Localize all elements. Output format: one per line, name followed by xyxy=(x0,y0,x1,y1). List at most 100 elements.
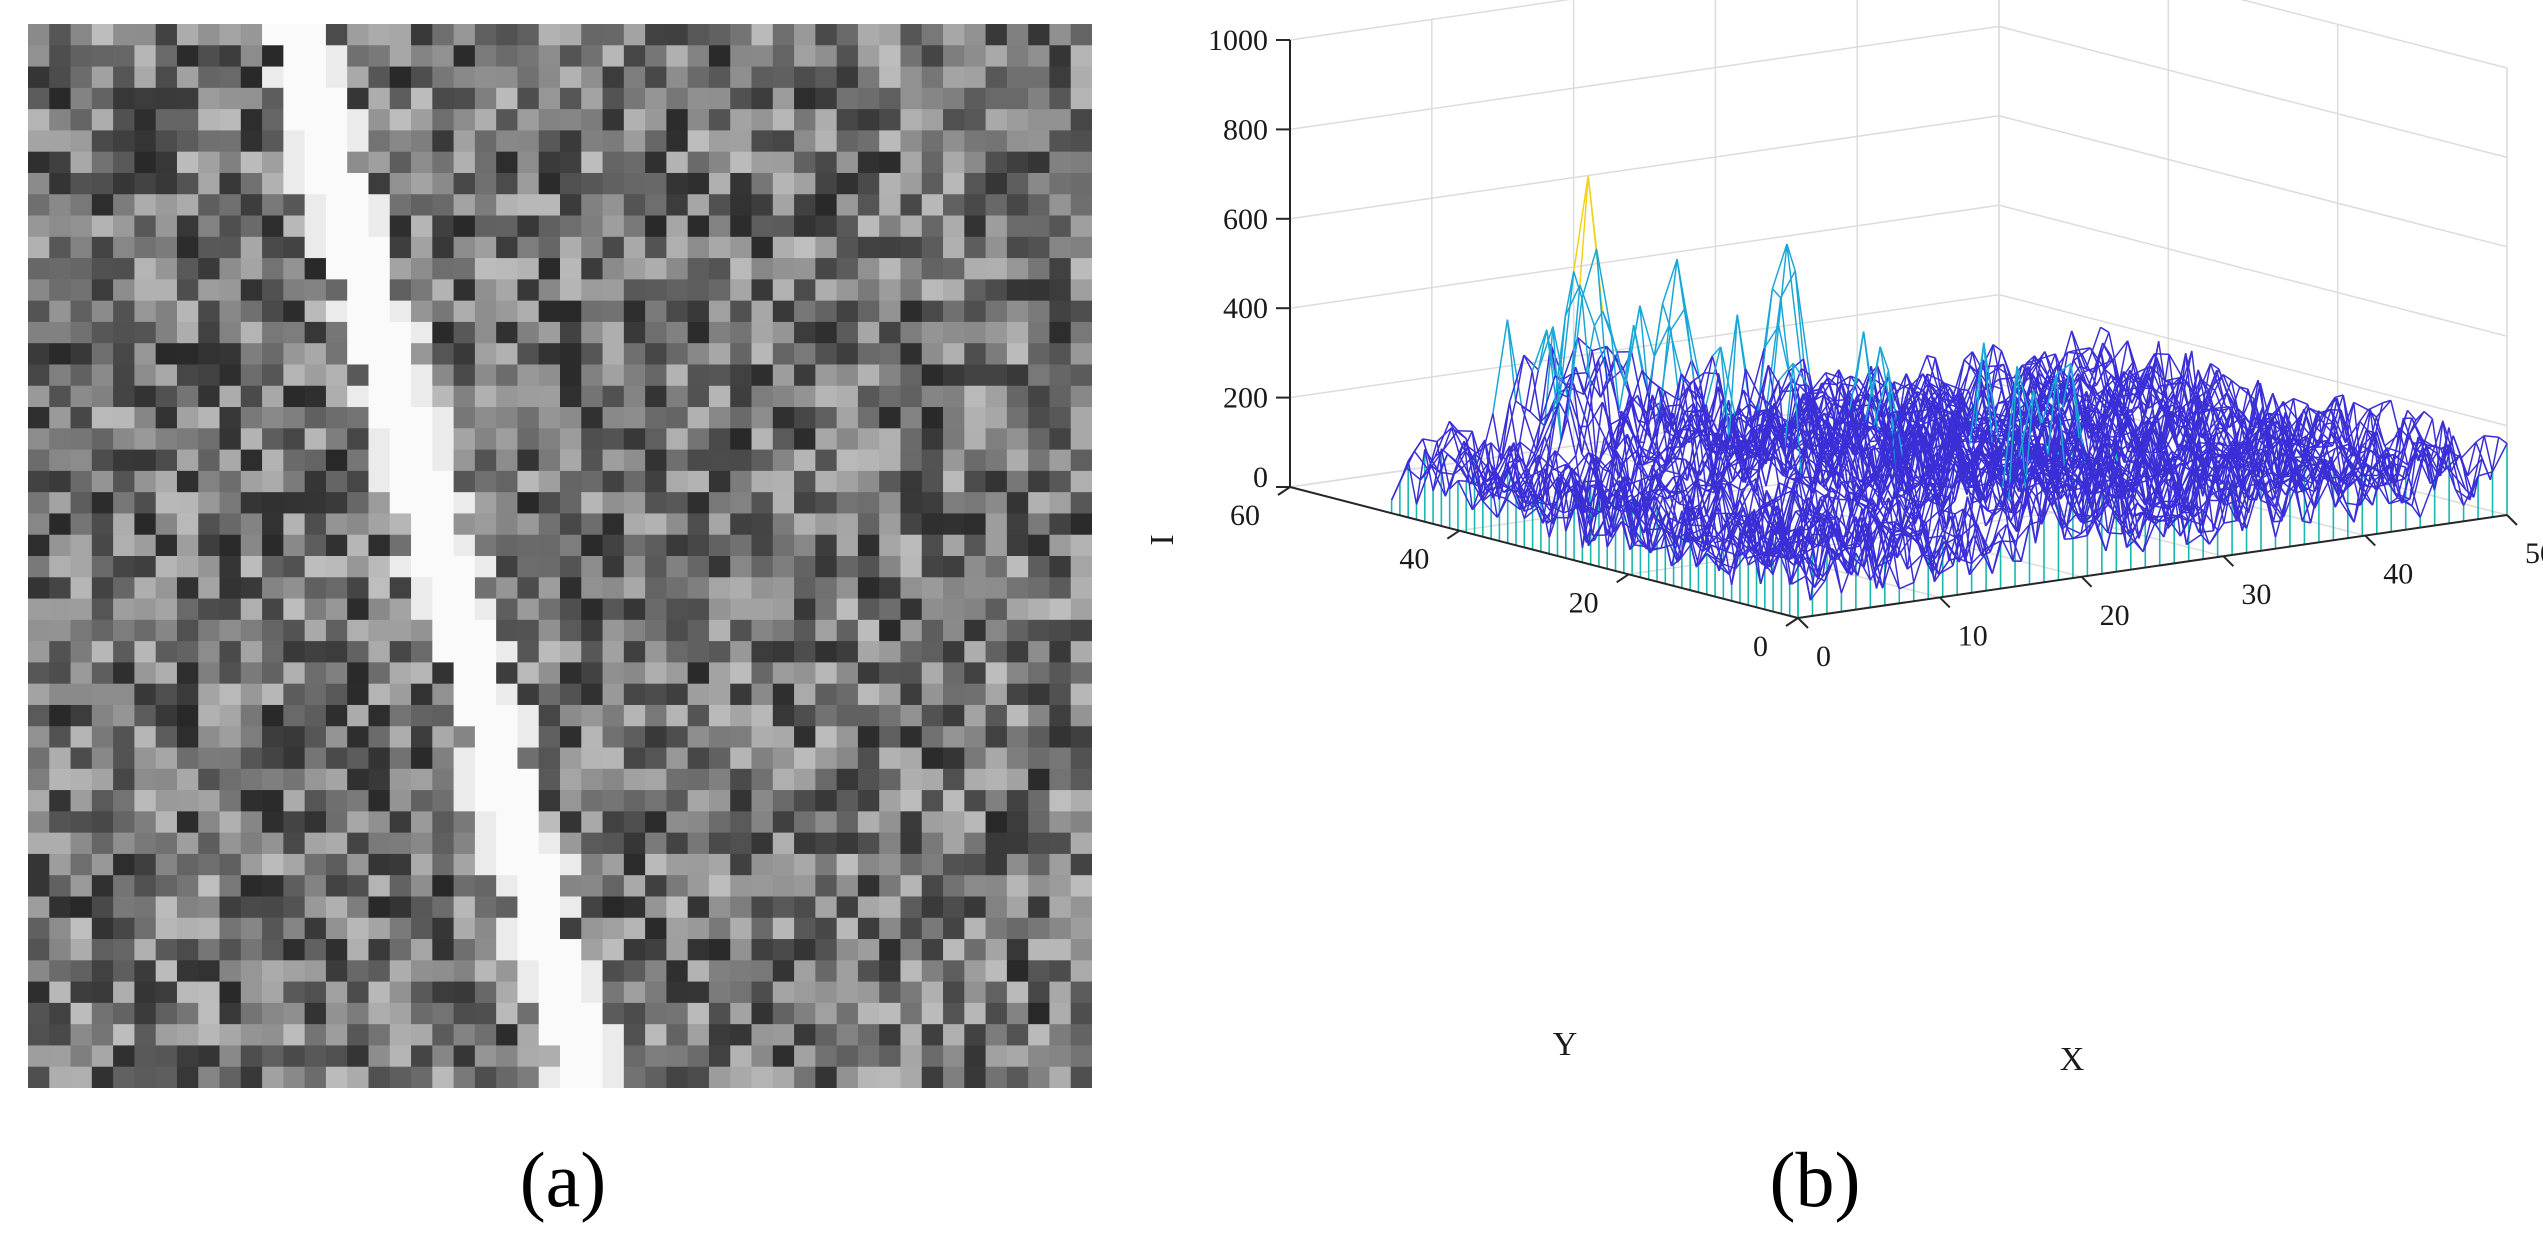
heatmap-cell xyxy=(687,534,710,557)
heatmap-cell xyxy=(219,875,242,898)
mesh-line xyxy=(2164,376,2180,382)
mesh-line xyxy=(2150,392,2166,409)
heatmap-cell xyxy=(411,24,433,46)
mesh-line xyxy=(1765,297,1782,411)
heatmap-cell xyxy=(666,130,689,153)
heatmap-cell xyxy=(666,598,689,621)
heatmap-cell xyxy=(708,960,731,983)
heatmap-cell xyxy=(347,492,370,515)
heatmap-cell xyxy=(687,726,710,749)
heatmap-cell xyxy=(879,513,902,536)
heatmap-cell xyxy=(730,24,753,46)
heatmap-cell xyxy=(347,258,370,280)
heatmap-cell xyxy=(623,449,646,472)
heatmap-cell xyxy=(474,704,497,727)
heatmap-cell xyxy=(325,66,348,89)
heatmap-cell xyxy=(623,172,646,195)
mesh-line xyxy=(1643,439,1653,466)
heatmap-cell xyxy=(219,939,242,961)
heatmap-cell xyxy=(453,470,476,493)
heatmap-cell xyxy=(1070,598,1092,621)
heatmap-cell xyxy=(325,981,348,1004)
mesh-line xyxy=(1508,402,1519,454)
heatmap-cell xyxy=(772,768,795,791)
heatmap-cell xyxy=(49,917,72,940)
heatmap-cell xyxy=(623,556,646,578)
heatmap-cell xyxy=(1070,534,1092,557)
heatmap-cell xyxy=(560,109,582,131)
heatmap-cell xyxy=(283,598,306,621)
mesh-line xyxy=(1573,482,1590,546)
mesh-line xyxy=(1523,507,1533,512)
heatmap-cell xyxy=(943,364,965,387)
mesh-line xyxy=(2054,381,2065,414)
heatmap-cell xyxy=(368,1045,391,1068)
heatmap-cell xyxy=(560,875,582,898)
mesh-line xyxy=(1585,372,1602,398)
mesh-line xyxy=(1529,454,1540,468)
mesh-line xyxy=(2046,353,2057,377)
heatmap-cell xyxy=(538,343,561,366)
heatmap-cell xyxy=(49,194,72,217)
mesh-line xyxy=(1450,427,1461,457)
heatmap-cell xyxy=(325,853,348,876)
heatmap-cell xyxy=(155,534,178,557)
mesh-line xyxy=(1718,425,1734,475)
heatmap-cell xyxy=(240,300,263,323)
heatmap-cell xyxy=(432,513,455,536)
mesh-line xyxy=(2011,363,2028,405)
heatmap-cell xyxy=(815,300,838,323)
heatmap-cell xyxy=(240,1066,263,1088)
heatmap-cell xyxy=(198,300,221,323)
heatmap-cell xyxy=(304,1024,327,1047)
heatmap-cell xyxy=(623,109,646,131)
heatmap-cell xyxy=(432,407,455,429)
heatmap-cell xyxy=(432,1066,455,1088)
heatmap-cell xyxy=(134,172,157,195)
heatmap-cell xyxy=(474,768,497,791)
heatmap-cell xyxy=(857,896,880,919)
heatmap-cell xyxy=(262,619,284,642)
heatmap-cell xyxy=(1006,768,1029,791)
heatmap-cell xyxy=(432,385,455,408)
heatmap-cell xyxy=(70,385,93,408)
heatmap-cell xyxy=(155,704,178,727)
heatmap-cell xyxy=(28,1024,50,1047)
mesh-line xyxy=(2199,378,2210,391)
heatmap-cell xyxy=(176,832,199,855)
heatmap-cell xyxy=(474,45,497,68)
mesh-line xyxy=(1517,371,1533,454)
heatmap-cell xyxy=(560,939,582,961)
heatmap-cell xyxy=(623,66,646,89)
heatmap-cell xyxy=(453,768,476,791)
heatmap-cell xyxy=(219,151,242,174)
heatmap-cell xyxy=(283,279,306,302)
heatmap-cell xyxy=(879,24,902,46)
heatmap-cell xyxy=(879,194,902,217)
heatmap-cell xyxy=(687,1024,710,1047)
heatmap-cell xyxy=(113,215,135,238)
heatmap-cell xyxy=(708,258,731,280)
heatmap-cell xyxy=(964,960,987,983)
heatmap-cell xyxy=(198,556,221,578)
heatmap-cell xyxy=(219,619,242,642)
heatmap-cell xyxy=(1070,1045,1092,1068)
heatmap-cell xyxy=(943,534,965,557)
heatmap-cell xyxy=(517,279,540,302)
heatmap-cell xyxy=(1028,619,1051,642)
heatmap-cell xyxy=(91,130,114,153)
heatmap-cell xyxy=(496,662,519,685)
heatmap-cell xyxy=(134,598,157,621)
heatmap-cell xyxy=(1070,172,1092,195)
heatmap-cell xyxy=(1070,215,1092,238)
heatmap-cell xyxy=(815,726,838,749)
mesh-line xyxy=(1506,319,1523,407)
heatmap-cell xyxy=(794,896,816,919)
heatmap-cell xyxy=(794,534,816,557)
heatmap-cell xyxy=(772,1002,795,1025)
mesh-line xyxy=(1515,492,1526,519)
heatmap-cell xyxy=(262,704,284,727)
heatmap-cell xyxy=(134,513,157,536)
heatmap-cell xyxy=(985,215,1008,238)
heatmap-cell xyxy=(857,939,880,961)
